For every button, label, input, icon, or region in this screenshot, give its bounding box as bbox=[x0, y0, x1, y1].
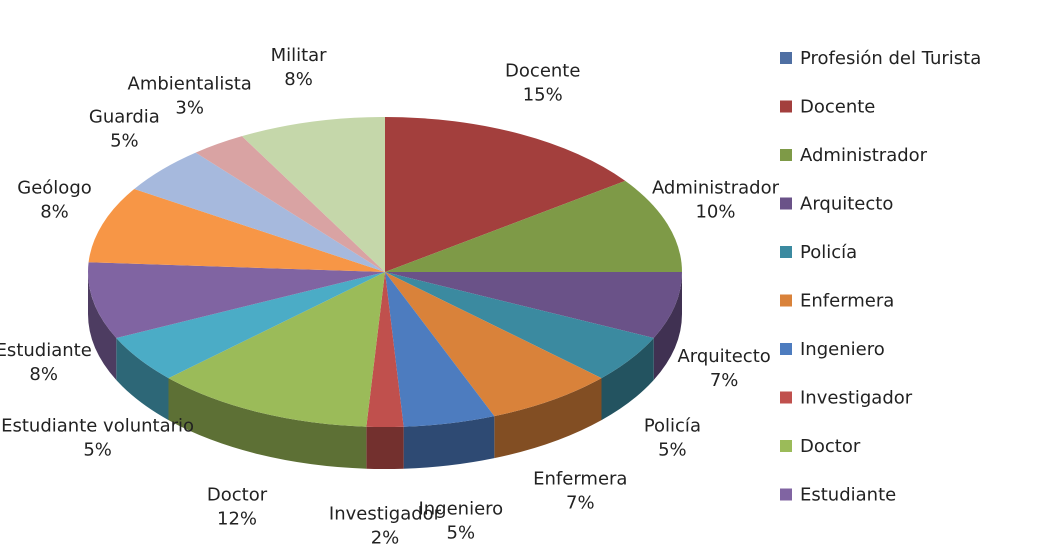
data-label: Docente 15% bbox=[505, 60, 580, 105]
data-label-category: Estudiante bbox=[0, 340, 92, 361]
pie-slice bbox=[385, 180, 682, 272]
legend-swatch bbox=[780, 52, 792, 64]
pie-side bbox=[653, 272, 682, 380]
pie-side bbox=[366, 426, 404, 470]
data-label-value: 10% bbox=[695, 202, 735, 223]
legend-swatch bbox=[780, 343, 792, 355]
data-label-category: Estudiante voluntario bbox=[1, 415, 194, 436]
pie-slice bbox=[366, 272, 404, 427]
pie-slice bbox=[385, 117, 626, 272]
legend-label: Policía bbox=[800, 242, 857, 263]
legend-label: Arquitecto bbox=[800, 194, 893, 215]
legend-swatch bbox=[780, 197, 792, 210]
pie-side bbox=[601, 337, 654, 421]
data-label-category: Enfermera bbox=[533, 469, 627, 490]
pie-slice bbox=[87, 262, 385, 338]
data-label: Estudiante voluntario 5% bbox=[1, 415, 194, 460]
pie-side bbox=[116, 337, 169, 421]
data-label: Policía 5% bbox=[644, 415, 701, 460]
legend-swatch bbox=[780, 440, 792, 452]
pie-slice bbox=[241, 117, 385, 272]
legend-swatch bbox=[780, 294, 792, 307]
data-label: Estudiante 8% bbox=[0, 340, 92, 385]
legend-label: Administrador bbox=[800, 145, 928, 166]
pie-slice bbox=[385, 272, 654, 379]
data-label-value: 7% bbox=[566, 493, 595, 514]
data-label-category: Geólogo bbox=[17, 178, 92, 199]
data-label-category: Policía bbox=[644, 415, 701, 436]
legend-swatch bbox=[780, 149, 792, 161]
data-label-category: Doctor bbox=[207, 484, 268, 505]
data-label: Ambientalista 3% bbox=[128, 73, 252, 118]
data-label-value: 5% bbox=[110, 131, 139, 152]
legend-swatch bbox=[780, 488, 792, 501]
legend-label: Investigador bbox=[800, 388, 913, 409]
data-label: Investigador 2% bbox=[329, 504, 442, 549]
legend-label: Ingeniero bbox=[800, 339, 885, 360]
pie-side bbox=[494, 378, 602, 459]
pie-side bbox=[88, 272, 117, 380]
data-label-category: Guardia bbox=[89, 107, 160, 128]
data-label-category: Docente bbox=[505, 60, 580, 81]
data-label-value: 3% bbox=[175, 97, 204, 118]
data-label-value: 15% bbox=[523, 84, 563, 105]
data-label: Doctor 12% bbox=[207, 484, 268, 529]
legend-label: Docente bbox=[800, 97, 875, 118]
data-label-category: Ambientalista bbox=[128, 73, 252, 94]
data-label-value: 7% bbox=[710, 370, 739, 391]
data-label: Arquitecto 7% bbox=[677, 346, 770, 391]
legend-swatch bbox=[780, 391, 792, 404]
data-label-category: Investigador bbox=[329, 504, 442, 525]
data-label: Geólogo 8% bbox=[17, 178, 92, 223]
data-label-value: 5% bbox=[83, 439, 112, 460]
data-label: Ingeniero 5% bbox=[418, 499, 503, 544]
legend-swatch bbox=[780, 100, 792, 113]
pie-side bbox=[403, 416, 495, 469]
data-label-value: 8% bbox=[29, 364, 58, 385]
data-label: Guardia 5% bbox=[89, 107, 160, 152]
legend-swatch bbox=[780, 246, 792, 258]
data-label-value: 12% bbox=[217, 508, 257, 529]
data-label-category: Arquitecto bbox=[677, 346, 770, 367]
legend-label: Doctor bbox=[800, 436, 861, 457]
pie-side bbox=[168, 378, 367, 469]
pie-slice bbox=[385, 272, 682, 338]
legend-label: Estudiante bbox=[800, 485, 896, 506]
data-label: Administrador 10% bbox=[652, 178, 780, 223]
legend-label: Enfermera bbox=[800, 291, 894, 312]
pie-slice bbox=[116, 272, 386, 379]
pie-slice bbox=[134, 152, 385, 272]
data-label-value: 8% bbox=[40, 202, 69, 223]
data-label-value: 5% bbox=[447, 523, 476, 544]
pie-slice bbox=[168, 272, 385, 427]
pie-slice bbox=[195, 136, 385, 272]
data-label: Militar 8% bbox=[271, 45, 328, 90]
data-label-value: 2% bbox=[371, 528, 400, 549]
data-label-category: Administrador bbox=[652, 178, 780, 199]
pie-slice bbox=[385, 272, 602, 417]
data-label-value: 8% bbox=[284, 69, 313, 90]
data-label-category: Ingeniero bbox=[418, 499, 503, 520]
pie-slice bbox=[88, 188, 385, 272]
data-label-category: Militar bbox=[271, 45, 328, 66]
pie-slice bbox=[385, 272, 495, 427]
legend-label: Profesión del Turista bbox=[800, 48, 981, 69]
data-label: Enfermera 7% bbox=[533, 469, 627, 514]
data-label-value: 5% bbox=[658, 439, 687, 460]
